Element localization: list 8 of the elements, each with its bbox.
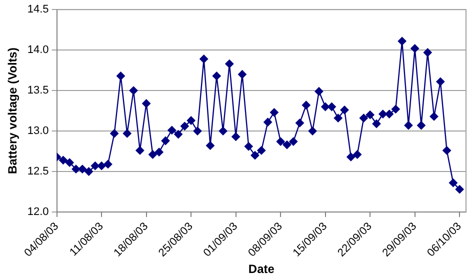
y-tick-label: 12.0 bbox=[27, 206, 49, 218]
y-tick-label: 12.5 bbox=[27, 166, 49, 178]
y-tick-label: 13.5 bbox=[27, 84, 49, 97]
y-axis-title: Battery voltage (Volts) bbox=[6, 48, 20, 174]
y-tick-label: 14.0 bbox=[27, 44, 49, 56]
y-tick-label: 13.0 bbox=[27, 125, 49, 138]
x-axis-title: Date bbox=[248, 262, 275, 276]
y-tick-label: 14.5 bbox=[27, 4, 49, 16]
